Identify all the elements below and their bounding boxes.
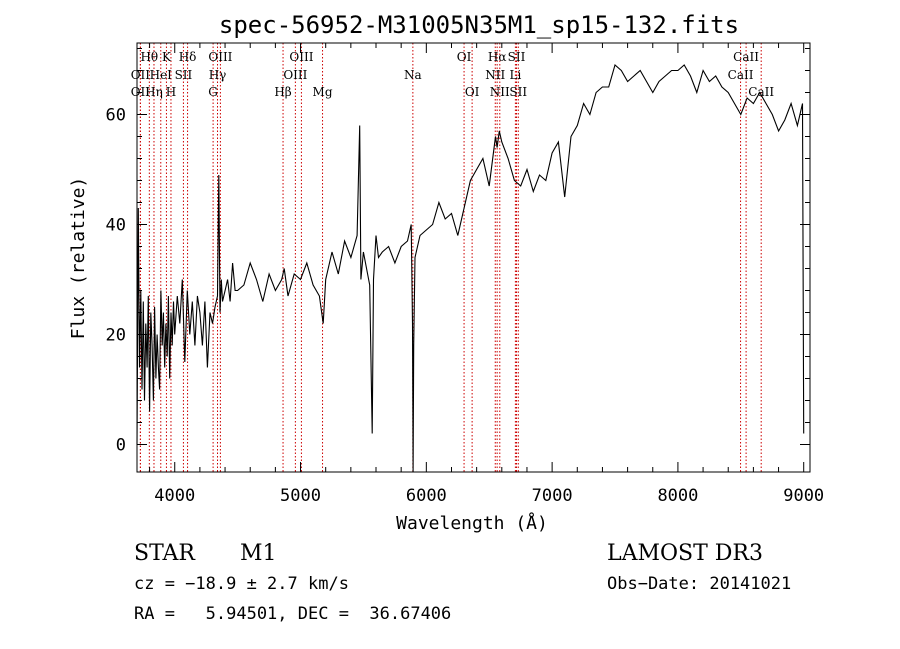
x-tick-label: 4000 — [154, 486, 195, 506]
x-tick-label: 9000 — [783, 486, 824, 506]
line-marker-label: CaII — [728, 68, 754, 82]
object-class: STAR — [134, 541, 195, 566]
y-tick-label: 20 — [106, 326, 126, 346]
spectrum-line — [136, 64, 805, 473]
y-axis-label: Flux (relative) — [68, 177, 89, 340]
observation-date: Obs−Date: 20141021 — [607, 574, 792, 594]
line-marker-label: OI — [465, 85, 480, 99]
line-marker-label: OIII — [283, 68, 307, 82]
line-marker-label: Hη — [145, 85, 163, 99]
plot-frame — [136, 42, 811, 473]
x-tick-label: 6000 — [406, 486, 447, 506]
line-marker-label: K — [162, 50, 172, 64]
y-axis-ticks: 0 20 40 60 — [106, 48, 810, 456]
line-marker-label: SII — [508, 50, 526, 64]
line-marker-label: OIII — [289, 50, 313, 64]
chart-title: spec-56952-M31005N35M1_sp15-132.fits — [219, 11, 739, 39]
line-marker-label: Hβ — [274, 85, 291, 99]
x-tick-label: 5000 — [280, 486, 321, 506]
coordinates: RA = 5.94501, DEC = 36.67406 — [134, 604, 452, 624]
line-marker-label: Hα — [488, 50, 507, 64]
x-tick-label: 7000 — [532, 486, 573, 506]
x-axis-ticks: 4000 5000 6000 7000 8000 9000 — [149, 43, 824, 506]
line-marker-label: H — [166, 85, 176, 99]
line-marker-label: Hγ — [209, 68, 227, 82]
y-tick-label: 60 — [106, 106, 126, 126]
line-marker-label: G — [208, 85, 218, 99]
line-marker-label: NII — [485, 68, 505, 82]
survey-name: LAMOST DR3 — [607, 541, 763, 566]
line-marker-label: Li — [509, 68, 521, 82]
line-marker-label: SII — [509, 85, 527, 99]
x-tick-label: 8000 — [657, 486, 698, 506]
line-marker-label: SII — [175, 68, 193, 82]
line-marker-label: Na — [404, 68, 422, 82]
redshift-cz: cz = −18.9 ± 2.7 km/s — [134, 574, 349, 594]
line-marker-label: OIII — [208, 50, 232, 64]
line-marker-label: Mg — [313, 85, 333, 99]
line-marker-label: OI — [457, 50, 472, 64]
line-markers — [139, 43, 762, 472]
line-marker-label: CaII — [733, 50, 759, 64]
object-subclass: M1 — [240, 541, 277, 566]
line-marker-label: Hθ — [140, 50, 158, 64]
line-marker-label: CaII — [748, 85, 774, 99]
line-marker-label: NII — [490, 85, 510, 99]
y-tick-label: 0 — [116, 436, 126, 456]
line-marker-label: Hδ — [179, 50, 197, 64]
line-marker-label: HeI — [150, 68, 173, 82]
line-marker-label: OII — [131, 68, 151, 82]
x-axis-label: Wavelength (Å) — [396, 512, 548, 534]
y-tick-label: 40 — [106, 216, 126, 236]
